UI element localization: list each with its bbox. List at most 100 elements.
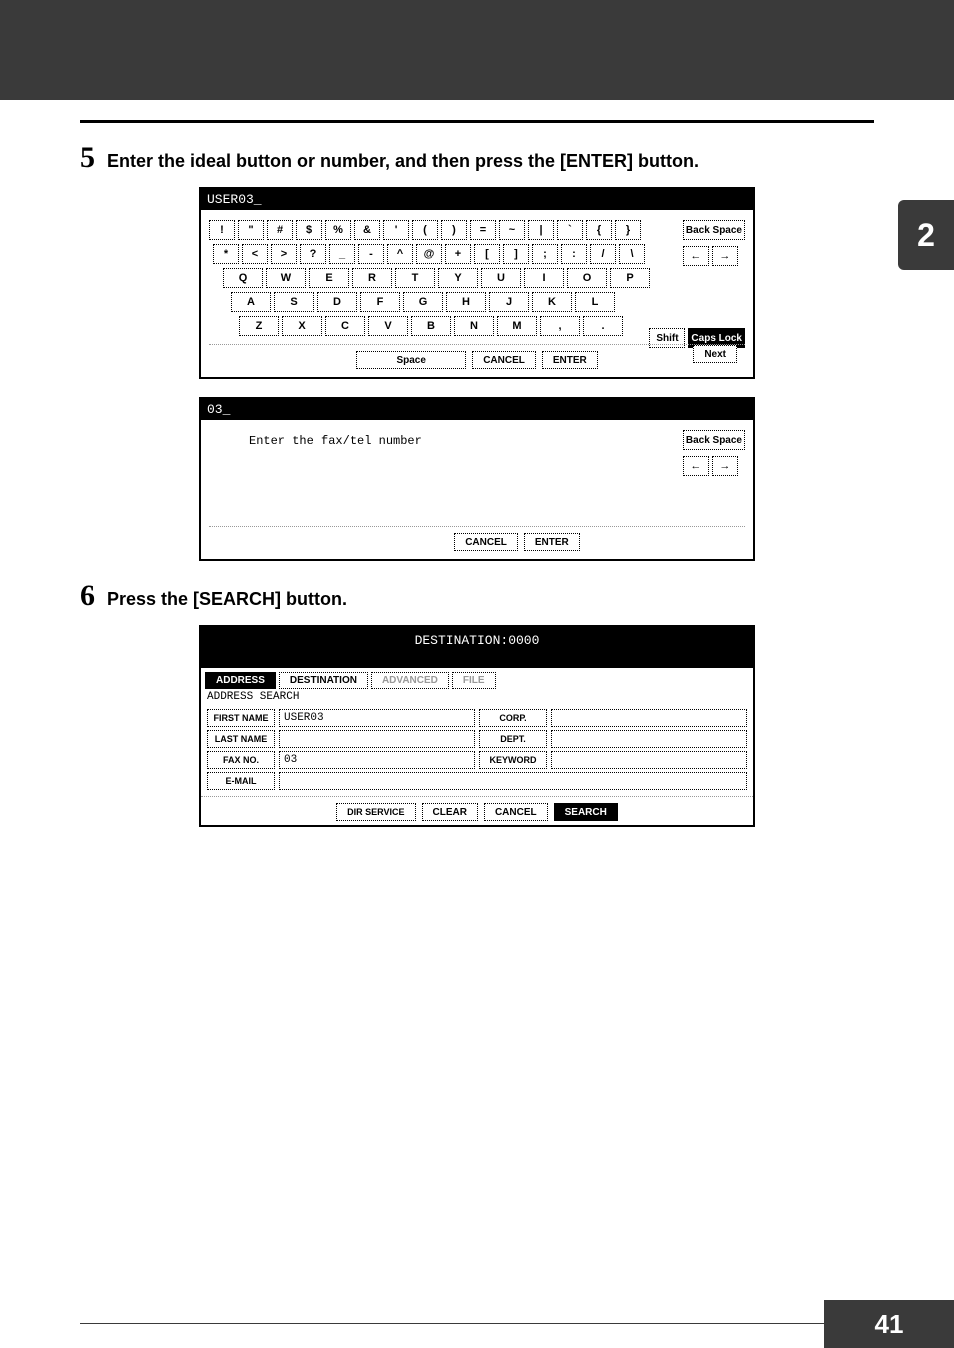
key[interactable]: % <box>325 220 351 240</box>
key[interactable]: = <box>470 220 496 240</box>
key-n[interactable]: N <box>454 316 494 336</box>
key[interactable]: > <box>271 244 297 264</box>
key[interactable]: \ <box>619 244 645 264</box>
next-button[interactable]: Next <box>693 345 737 363</box>
search-button[interactable]: SEARCH <box>554 803 618 821</box>
chapter-tab: 2 <box>898 200 954 270</box>
key[interactable]: ! <box>209 220 235 240</box>
key[interactable]: : <box>561 244 587 264</box>
key-a[interactable]: A <box>231 292 271 312</box>
key[interactable]: & <box>354 220 380 240</box>
key-l[interactable]: L <box>575 292 615 312</box>
prompt-text: Enter the fax/tel number <box>209 430 745 518</box>
key-g[interactable]: G <box>403 292 443 312</box>
enter-button[interactable]: ENTER <box>542 351 598 369</box>
key-i[interactable]: I <box>524 268 564 288</box>
last-name-label[interactable]: LAST NAME <box>207 730 275 748</box>
key-comma[interactable]: , <box>540 316 580 336</box>
search-form: FIRST NAME USER03 CORP. LAST NAME DEPT. … <box>201 709 753 790</box>
key[interactable]: - <box>358 244 384 264</box>
key[interactable]: ~ <box>499 220 525 240</box>
keyword-field[interactable] <box>551 751 747 769</box>
key-f[interactable]: F <box>360 292 400 312</box>
key-d[interactable]: D <box>317 292 357 312</box>
key-s[interactable]: S <box>274 292 314 312</box>
key[interactable]: < <box>242 244 268 264</box>
email-label[interactable]: E-MAIL <box>207 772 275 790</box>
tab-address[interactable]: ADDRESS <box>205 672 276 689</box>
corp-label[interactable]: CORP. <box>479 709 547 727</box>
key[interactable]: * <box>213 244 239 264</box>
dir-service-button[interactable]: DIR SERVICE <box>336 803 415 821</box>
dept-field[interactable] <box>551 730 747 748</box>
key[interactable]: } <box>615 220 641 240</box>
cancel-button[interactable]: CANCEL <box>454 533 518 551</box>
key[interactable]: [ <box>474 244 500 264</box>
key[interactable]: ? <box>300 244 326 264</box>
key[interactable]: # <box>267 220 293 240</box>
key-j[interactable]: J <box>489 292 529 312</box>
key[interactable]: { <box>586 220 612 240</box>
last-name-field[interactable] <box>279 730 475 748</box>
key[interactable]: | <box>528 220 554 240</box>
cancel-button[interactable]: CANCEL <box>484 803 548 821</box>
space-button[interactable]: Space <box>356 351 466 369</box>
clear-button[interactable]: CLEAR <box>422 803 478 821</box>
key[interactable]: ) <box>441 220 467 240</box>
first-name-label[interactable]: FIRST NAME <box>207 709 275 727</box>
fax-no-label[interactable]: FAX NO. <box>207 751 275 769</box>
key-k[interactable]: K <box>532 292 572 312</box>
key[interactable]: ^ <box>387 244 413 264</box>
keyword-label[interactable]: KEYWORD <box>479 751 547 769</box>
key[interactable]: $ <box>296 220 322 240</box>
key[interactable]: @ <box>416 244 442 264</box>
dept-label[interactable]: DEPT. <box>479 730 547 748</box>
email-field[interactable] <box>279 772 747 790</box>
corp-field[interactable] <box>551 709 747 727</box>
key[interactable]: _ <box>329 244 355 264</box>
key-y[interactable]: Y <box>438 268 478 288</box>
key-e[interactable]: E <box>309 268 349 288</box>
key-h[interactable]: H <box>446 292 486 312</box>
tab-destination[interactable]: DESTINATION <box>279 672 368 689</box>
first-name-field[interactable]: USER03 <box>279 709 475 727</box>
key-t[interactable]: T <box>395 268 435 288</box>
key-v[interactable]: V <box>368 316 408 336</box>
cancel-button[interactable]: CANCEL <box>472 351 536 369</box>
top-band <box>0 0 954 100</box>
key-x[interactable]: X <box>282 316 322 336</box>
key[interactable]: ( <box>412 220 438 240</box>
arrow-left-icon[interactable]: ← <box>683 246 709 266</box>
tab-advanced[interactable]: ADVANCED <box>371 672 449 689</box>
key-w[interactable]: W <box>266 268 306 288</box>
arrow-right-icon[interactable]: → <box>712 456 738 476</box>
key-c[interactable]: C <box>325 316 365 336</box>
kb-row-2: * < > ? _ - ^ @ + [ ] ; : / \ <box>213 244 745 264</box>
key[interactable]: ` <box>557 220 583 240</box>
key-z[interactable]: Z <box>239 316 279 336</box>
backspace-button[interactable]: Back Space <box>683 220 745 240</box>
key[interactable]: ; <box>532 244 558 264</box>
key-m[interactable]: M <box>497 316 537 336</box>
fax-no-field[interactable]: 03 <box>279 751 475 769</box>
key-p[interactable]: P <box>610 268 650 288</box>
key-q[interactable]: Q <box>223 268 263 288</box>
key[interactable]: + <box>445 244 471 264</box>
key-period[interactable]: . <box>583 316 623 336</box>
arrow-left-icon[interactable]: ← <box>683 456 709 476</box>
address-search-panel: DESTINATION:0000 ADDRESS DESTINATION ADV… <box>199 625 755 827</box>
key-b[interactable]: B <box>411 316 451 336</box>
backspace-button[interactable]: Back Space <box>683 430 745 450</box>
key[interactable]: ] <box>503 244 529 264</box>
key-o[interactable]: O <box>567 268 607 288</box>
kb-side: Back Space ← → <box>683 430 745 476</box>
tab-file[interactable]: FILE <box>452 672 496 689</box>
key-u[interactable]: U <box>481 268 521 288</box>
step-text: Press the [SEARCH] button. <box>107 589 347 610</box>
enter-button[interactable]: ENTER <box>524 533 580 551</box>
key[interactable]: / <box>590 244 616 264</box>
key-r[interactable]: R <box>352 268 392 288</box>
arrow-right-icon[interactable]: → <box>712 246 738 266</box>
key[interactable]: ' <box>383 220 409 240</box>
key[interactable]: " <box>238 220 264 240</box>
